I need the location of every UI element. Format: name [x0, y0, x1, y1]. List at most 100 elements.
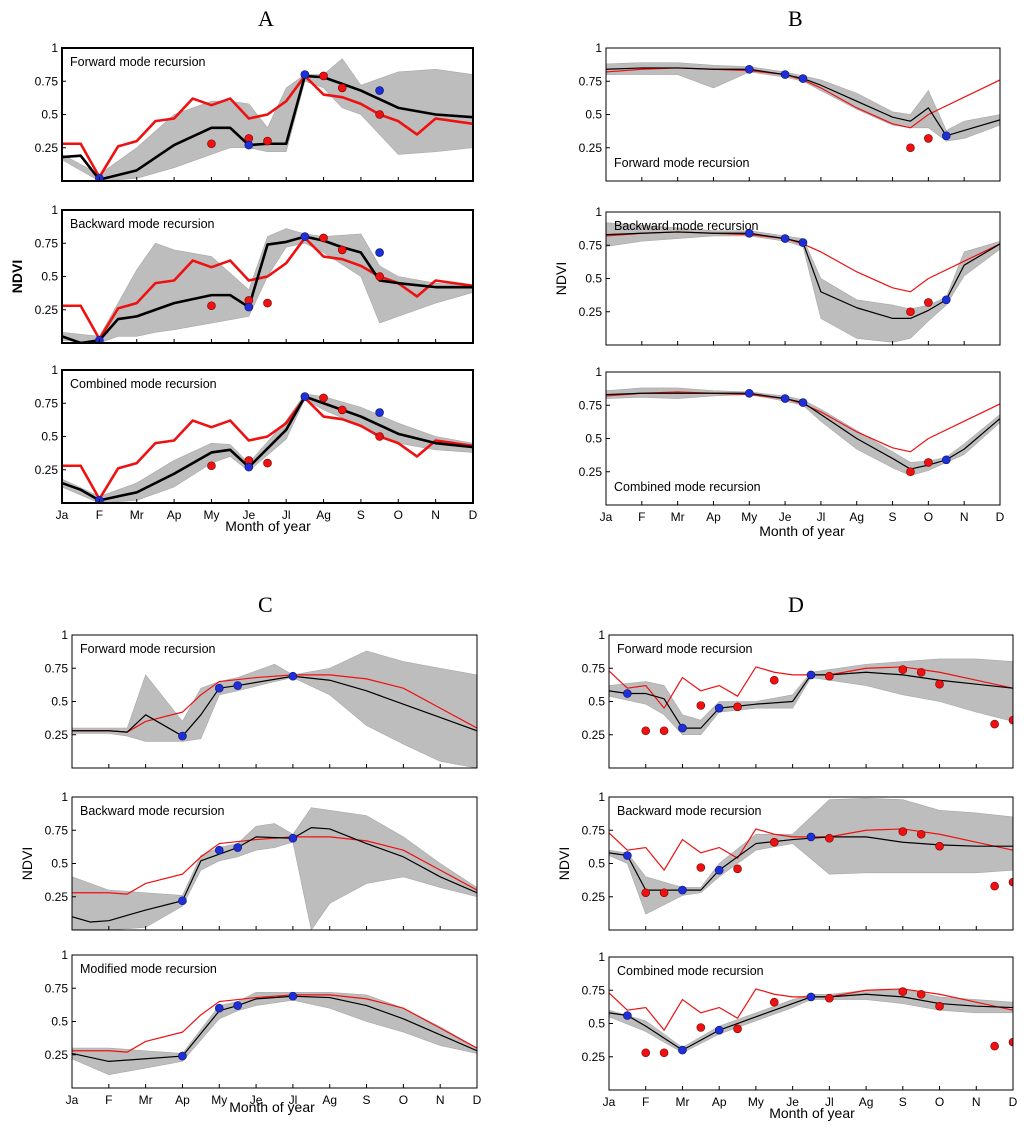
- red-observation-point: [375, 272, 384, 281]
- red-observation-point: [733, 702, 742, 712]
- red-observation-point: [825, 833, 834, 843]
- red-observation-point: [696, 1023, 706, 1032]
- blue-observation-point: [233, 1001, 242, 1010]
- red-observation-point: [916, 667, 926, 677]
- y-tick-label: 0.5: [41, 270, 58, 284]
- black-series-line: [62, 395, 473, 502]
- black-series-line: [606, 67, 1000, 137]
- blue-observation-point: [214, 845, 224, 855]
- x-axis-label: Month of year: [229, 1099, 315, 1115]
- blue-observation-point: [806, 992, 816, 1002]
- red-observation-point: [898, 665, 908, 674]
- y-tick-label: 0.75: [35, 74, 59, 88]
- x-tick-label: N: [960, 510, 969, 524]
- y-tick-label: 1: [61, 790, 68, 804]
- blue-observation-point: [744, 228, 754, 238]
- y-tick-label: 0.25: [35, 141, 59, 155]
- subplot-2: 0.25 0.5 0.75 1 Backward mode recursion NDVI: [9, 203, 474, 344]
- x-tick-label: Ja: [603, 1095, 616, 1109]
- red-observation-point: [906, 307, 915, 317]
- subplot-title: Combined mode recursion: [614, 480, 761, 494]
- y-tick-label: 0.75: [579, 74, 603, 88]
- red-observation-point: [898, 827, 908, 836]
- blue-observation-point: [941, 455, 951, 465]
- blue-observation-point: [244, 140, 254, 150]
- subplot-2: 0.25 0.5 0.75 1 Backward mode recursion NDVI: [19, 790, 478, 931]
- blue-observation-point: [178, 1051, 187, 1061]
- y-tick-label: 0.25: [45, 1048, 69, 1062]
- y-tick-label: 0.5: [51, 695, 68, 709]
- y-tick-label: 0.5: [51, 1015, 68, 1029]
- y-tick-label: 0.5: [51, 857, 68, 871]
- x-tick-label: Mr: [675, 1095, 689, 1109]
- subplot-title: Backward mode recursion: [70, 217, 215, 231]
- blue-observation-point: [714, 703, 724, 713]
- x-tick-label: D: [473, 1093, 482, 1107]
- blue-observation-point: [300, 392, 310, 401]
- uncertainty-band: [72, 991, 477, 1076]
- x-tick-label: My: [211, 1093, 227, 1107]
- uncertainty-band: [609, 658, 1013, 736]
- subplot-title: Combined mode recursion: [617, 964, 764, 978]
- blue-observation-point: [623, 851, 632, 860]
- y-tick-label: 0.5: [588, 1017, 605, 1031]
- uncertainty-band: [609, 988, 1013, 1054]
- panel-letter: C: [258, 592, 273, 617]
- blue-observation-point: [178, 731, 187, 741]
- red-observation-point: [641, 1048, 651, 1058]
- x-tick-label: Ja: [56, 508, 69, 522]
- y-tick-label: 1: [598, 790, 605, 804]
- subplot-1: 0.25 0.5 0.75 1 Forward mode recursion: [582, 628, 1014, 769]
- y-tick-label: 0.25: [582, 890, 606, 904]
- y-tick-label: 0.25: [582, 728, 606, 742]
- red-observation-point: [924, 298, 933, 307]
- red-observation-point: [769, 837, 779, 847]
- red-observation-point: [990, 881, 999, 891]
- x-tick-label: Mr: [671, 510, 685, 524]
- black-series-line: [72, 995, 477, 1063]
- red-series-line: [62, 396, 473, 501]
- blue-observation-point: [798, 398, 808, 407]
- red-observation-point: [924, 134, 933, 143]
- red-observation-point: [1008, 1037, 1013, 1047]
- y-tick-label: 0.75: [45, 981, 69, 995]
- red-observation-point: [319, 71, 328, 81]
- red-observation-point: [696, 863, 706, 872]
- x-tick-label: Jl: [825, 1095, 834, 1109]
- subplot-1: 0.25 0.5 0.75 1 Forward mode recursion: [35, 41, 474, 182]
- blue-observation-point: [714, 1025, 724, 1035]
- black-series-line: [606, 231, 1000, 319]
- subplot-title: Backward mode recursion: [614, 219, 759, 233]
- red-observation-point: [263, 136, 272, 146]
- red-observation-point: [924, 458, 933, 467]
- blue-observation-point: [678, 885, 687, 895]
- x-tick-label: N: [972, 1095, 981, 1109]
- red-series-line: [72, 674, 477, 733]
- y-tick-label: 0.5: [41, 430, 58, 444]
- red-observation-point: [1008, 715, 1013, 725]
- y-tick-label: 0.5: [588, 695, 605, 709]
- x-axis-label: Month of year: [225, 518, 311, 534]
- x-tick-label: Ap: [167, 508, 182, 522]
- x-tick-label: Ap: [175, 1093, 190, 1107]
- x-tick-label: D: [469, 508, 478, 522]
- blue-observation-point: [744, 388, 754, 398]
- y-tick-label: 0.5: [41, 108, 58, 122]
- red-observation-point: [337, 245, 347, 255]
- y-tick-label: 0.25: [582, 1050, 606, 1064]
- y-tick-label: 0.25: [579, 465, 603, 479]
- x-tick-label: My: [748, 1095, 764, 1109]
- x-tick-label: Ja: [600, 510, 613, 524]
- red-observation-point: [935, 841, 944, 851]
- y-axis-label: NDVI: [556, 847, 572, 880]
- red-observation-point: [696, 701, 706, 710]
- y-tick-label: 1: [598, 950, 605, 964]
- y-tick-label: 0.25: [45, 890, 69, 904]
- x-tick-label: Jl: [282, 508, 291, 522]
- red-observation-point: [733, 1024, 742, 1034]
- x-tick-label: S: [357, 508, 365, 522]
- red-observation-point: [916, 829, 926, 839]
- x-tick-label: Jl: [289, 1093, 298, 1107]
- y-tick-label: 1: [61, 628, 68, 642]
